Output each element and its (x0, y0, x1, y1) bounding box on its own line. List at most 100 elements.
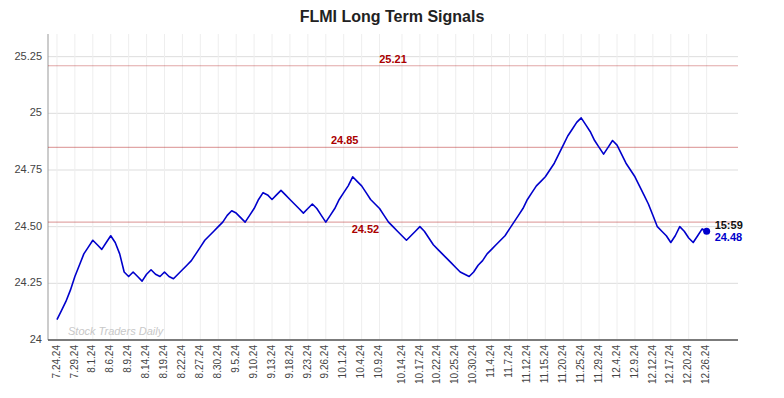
background (0, 0, 784, 398)
plot-area (48, 66, 738, 320)
x-tick-label: 11.20.24 (557, 345, 568, 384)
y-tick-label: 25.25 (14, 50, 42, 62)
x-grid-line (74, 34, 75, 340)
x-tick-label: 10.1.24 (337, 345, 348, 379)
signal-label: 24.85 (331, 134, 359, 146)
x-grid-line (200, 34, 201, 340)
x-tick-label: 10.25.24 (449, 345, 460, 384)
x-tick-label: 9.5.24 (230, 345, 241, 373)
x-tick-label: 12.17.24 (664, 345, 675, 384)
x-tick-label: 10.9.24 (373, 345, 384, 379)
x-tick-label: 7.29.24 (69, 345, 80, 379)
x-grid-line (146, 34, 147, 340)
x-tick-label: 12.26.24 (700, 345, 711, 384)
x-grid-line (527, 34, 528, 340)
x-grid-line (581, 34, 582, 340)
x-tick-label: 12.9.24 (629, 345, 640, 379)
x-grid-line (379, 34, 380, 340)
x-grid-line (307, 34, 308, 340)
x-tick-label: 10.14.24 (396, 345, 407, 384)
x-grid-line (401, 34, 402, 340)
end-point (703, 228, 710, 235)
x-tick-label: 10.30.24 (467, 345, 478, 384)
x-grid-line (688, 34, 689, 340)
y-axis-line (48, 34, 49, 340)
x-grid-line (563, 34, 564, 340)
x-grid-line (437, 34, 438, 340)
x-grid-line (128, 34, 129, 340)
end-time-label: 15:59 (715, 219, 743, 231)
x-tick-label: 9.10.24 (248, 345, 259, 379)
x-grid-line (545, 34, 546, 340)
y-tick-label: 25 (30, 106, 42, 118)
title: FLMI Long Term Signals (300, 8, 485, 25)
x-tick-label: 11.7.24 (503, 345, 514, 378)
x-grid-line (92, 34, 93, 340)
x-grid-line (473, 34, 474, 340)
x-grid-line (272, 34, 273, 340)
y-tick-label: 24 (30, 333, 42, 345)
x-tick-label: 8.1.24 (86, 345, 97, 373)
annotations: 25.21 24.85 24.52 (331, 53, 407, 235)
x-tick-label: 11.29.24 (593, 345, 604, 384)
signal-label: 25.21 (379, 53, 407, 65)
x-tick-label: 9.23.24 (302, 345, 313, 379)
x-grid-line (706, 34, 707, 340)
x-grid-line (670, 34, 671, 340)
y-grid-line (48, 340, 738, 341)
signal-line (48, 147, 738, 148)
x-tick-label: 10.22.24 (431, 345, 442, 384)
x-grid-line (634, 34, 635, 340)
x-grid-line (509, 34, 510, 340)
signal-line (48, 65, 738, 66)
x-tick-label: 9.13.24 (266, 345, 277, 379)
ticks: 24 24.25 24.50 24.75 25 25.25 7.24.24 7.29.24 8.… (14, 50, 711, 384)
x-grid-line (325, 34, 326, 340)
x-tick-label: 10.17.24 (414, 345, 425, 384)
x-tick-label: 9.18.24 (284, 345, 295, 379)
x-tick-label: 8.9.24 (122, 345, 133, 373)
grid (48, 34, 738, 340)
x-grid-line (182, 34, 183, 340)
signal-label: 24.52 (352, 223, 380, 235)
x-tick-label: 10.4.24 (355, 345, 366, 379)
y-tick-label: 24.75 (14, 163, 42, 175)
x-tick-label: 11.25.24 (575, 345, 586, 384)
x-axis-line (48, 339, 738, 341)
x-tick-label: 8.6.24 (104, 345, 115, 373)
x-tick-label: 8.30.24 (212, 345, 223, 379)
price-line (57, 118, 707, 320)
x-tick-label: 11.4.24 (485, 345, 496, 378)
x-grid-line (218, 34, 219, 340)
x-tick-label: 8.27.24 (194, 345, 205, 379)
x-grid-line (254, 34, 255, 340)
y-tick-label: 24.50 (14, 220, 42, 232)
x-grid-line (289, 34, 290, 340)
x-grid-line (56, 34, 57, 340)
x-grid-line (599, 34, 600, 340)
x-grid-line (419, 34, 420, 340)
x-grid-line (455, 34, 456, 340)
x-grid-line (236, 34, 237, 340)
x-tick-label: 8.22.24 (176, 345, 187, 379)
x-tick-label: 8.14.24 (140, 345, 151, 379)
x-grid-line (652, 34, 653, 340)
x-tick-label: 11.15.24 (539, 345, 550, 384)
x-tick-label: 8.19.24 (158, 345, 169, 379)
chart: FLMI Long Term Signals2424.2524.5024.752… (0, 0, 784, 398)
x-tick-label: 9.26.24 (319, 345, 330, 379)
x-tick-label: 12.12.24 (647, 345, 658, 384)
x-grid-line (164, 34, 165, 340)
end-value-label: 24.48 (715, 231, 743, 243)
x-grid-line (491, 34, 492, 340)
x-tick-label: 7.24.24 (51, 345, 62, 379)
signal-line (48, 222, 738, 223)
y-tick-label: 24.25 (14, 276, 42, 288)
x-grid-line (110, 34, 111, 340)
x-tick-label: 12.20.24 (682, 345, 693, 384)
x-tick-label: 12.4.24 (611, 345, 622, 379)
x-grid-line (617, 34, 618, 340)
x-grid-line (343, 34, 344, 340)
watermark: Stock Traders Daily (68, 325, 165, 337)
x-tick-label: 11.12.24 (521, 345, 532, 384)
